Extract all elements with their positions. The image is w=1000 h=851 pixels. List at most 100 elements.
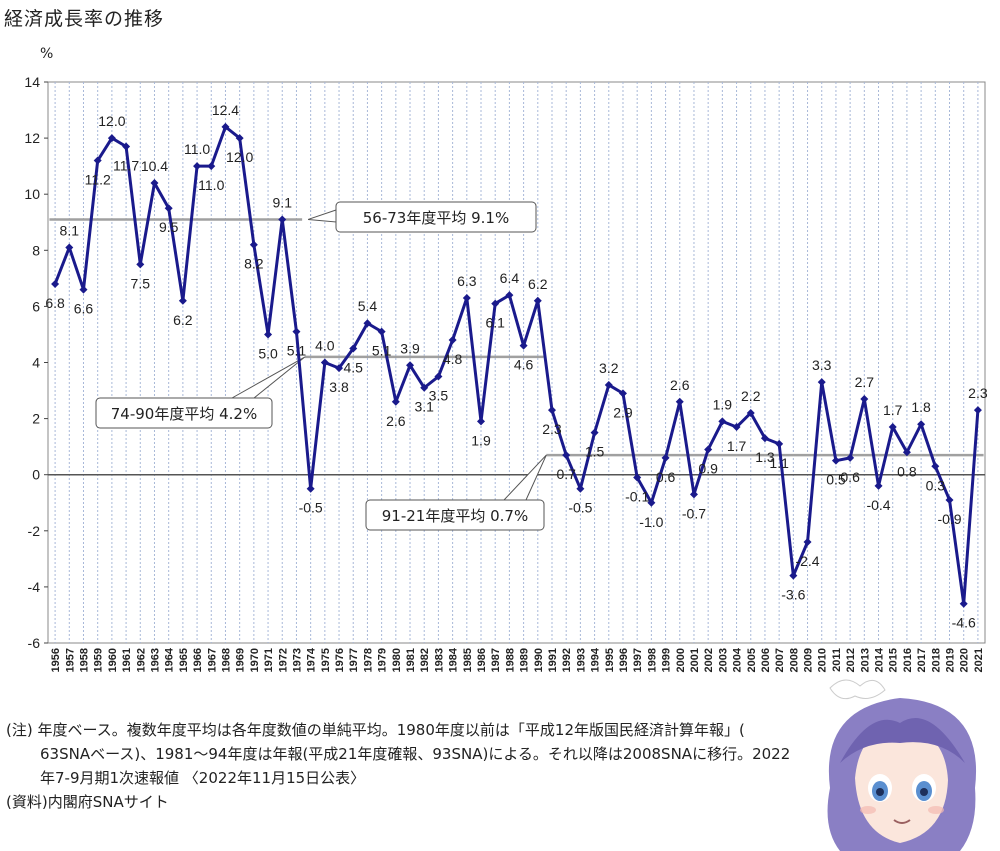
x-tick-label: 1981: [405, 648, 417, 672]
data-point: [618, 389, 627, 398]
x-tick-label: 1993: [575, 648, 587, 672]
data-label: 1.1: [769, 455, 789, 471]
data-label: 2.2: [741, 388, 761, 404]
data-label: 9.1: [273, 194, 293, 210]
data-point: [79, 285, 88, 294]
data-point: [689, 490, 698, 499]
x-tick-label: 1974: [306, 647, 318, 672]
x-tick-label: 2003: [717, 648, 729, 672]
data-point: [320, 358, 329, 367]
y-tick-label: -2: [28, 523, 41, 539]
data-label: 1.8: [911, 399, 931, 415]
data-point: [420, 383, 429, 392]
x-tick-label: 1973: [291, 648, 303, 672]
x-tick-label: 2002: [703, 648, 715, 672]
data-label: 6.2: [173, 312, 193, 328]
x-tick-label: 2020: [959, 648, 971, 672]
data-label: 8.2: [244, 256, 264, 272]
data-label: 2.6: [386, 413, 406, 429]
data-label: 6.3: [457, 273, 477, 289]
data-point: [164, 204, 173, 213]
data-label: 10.4: [141, 158, 168, 174]
x-tick-label: 2019: [945, 648, 957, 672]
data-point: [547, 406, 556, 415]
data-label: 1.7: [883, 402, 903, 418]
data-point: [363, 319, 372, 328]
data-point: [178, 296, 187, 305]
data-label: 8.1: [60, 222, 80, 238]
average-callout-box: [335, 201, 537, 233]
x-tick-label: 1958: [78, 648, 90, 672]
data-point: [718, 417, 727, 426]
x-tick-label: 1966: [192, 648, 204, 672]
x-tick-label: 2005: [746, 648, 758, 672]
x-tick-label: 1979: [377, 648, 389, 672]
x-tick-label: 1956: [50, 648, 62, 672]
x-tick-label: 1967: [206, 648, 218, 672]
x-tick-label: 2007: [774, 648, 786, 672]
y-tick-label: 0: [32, 467, 40, 483]
average-callout-label: 74-90年度平均 4.2%: [111, 405, 257, 423]
y-tick-label: 14: [24, 74, 40, 90]
data-label: 12.0: [98, 113, 125, 129]
data-label: 6.4: [500, 270, 520, 286]
data-label: 0.3: [926, 477, 946, 493]
data-point: [874, 481, 883, 490]
data-point: [136, 260, 145, 269]
data-point: [576, 484, 585, 493]
data-point: [562, 451, 571, 460]
data-point: [633, 473, 642, 482]
data-label: 2.3: [542, 421, 562, 437]
x-tick-label: 1987: [490, 648, 502, 672]
y-tick-label: -4: [28, 579, 41, 595]
data-label: 1.7: [727, 438, 747, 454]
x-tick-label: 1999: [661, 648, 673, 672]
x-tick-label: 1964: [164, 647, 176, 672]
data-point: [93, 156, 102, 165]
data-label: 0.7: [556, 466, 576, 482]
data-point: [846, 453, 855, 462]
data-label: 0.8: [897, 463, 917, 479]
data-label: -0.9: [937, 511, 961, 527]
data-label: 3.8: [329, 379, 349, 395]
data-label: 1.5: [585, 444, 605, 460]
data-point: [335, 364, 344, 373]
average-callout-box: [365, 499, 545, 531]
x-tick-label: 1990: [533, 648, 545, 672]
x-tick-label: 2008: [788, 648, 800, 672]
note-line-3: 年7-9月期1次速報値 〈2022年11月15日公表〉: [40, 769, 366, 787]
data-point: [434, 372, 443, 381]
x-tick-label: 2021: [973, 648, 985, 672]
data-point: [604, 380, 613, 389]
data-label: 3.3: [812, 357, 832, 373]
data-point: [235, 134, 244, 143]
data-point: [746, 408, 755, 417]
data-point: [860, 394, 869, 403]
data-point: [491, 299, 500, 308]
data-label: 3.5: [429, 388, 449, 404]
data-label: -0.4: [866, 497, 890, 513]
data-label: 3.9: [400, 340, 420, 356]
data-label: 4.5: [344, 359, 364, 375]
data-point: [51, 279, 60, 288]
data-point: [661, 453, 670, 462]
x-tick-label: 2017: [916, 648, 928, 672]
x-tick-label: 2011: [831, 648, 843, 672]
x-tick-label: 2016: [902, 648, 914, 672]
data-point: [831, 456, 840, 465]
data-label: 4.8: [443, 351, 463, 367]
x-tick-label: 1970: [249, 648, 261, 672]
data-point: [477, 417, 486, 426]
x-tick-label: 2014: [874, 647, 886, 672]
x-tick-label: 1959: [93, 648, 105, 672]
data-label: 1.9: [713, 396, 733, 412]
data-point: [306, 484, 315, 493]
x-tick-label: 1972: [277, 648, 289, 672]
x-tick-label: 1965: [178, 648, 190, 672]
data-point: [675, 397, 684, 406]
data-label: -2.4: [795, 553, 819, 569]
y-tick-label: 12: [24, 130, 40, 146]
data-point: [249, 240, 258, 249]
data-point: [775, 439, 784, 448]
x-tick-label: 1976: [334, 648, 346, 672]
